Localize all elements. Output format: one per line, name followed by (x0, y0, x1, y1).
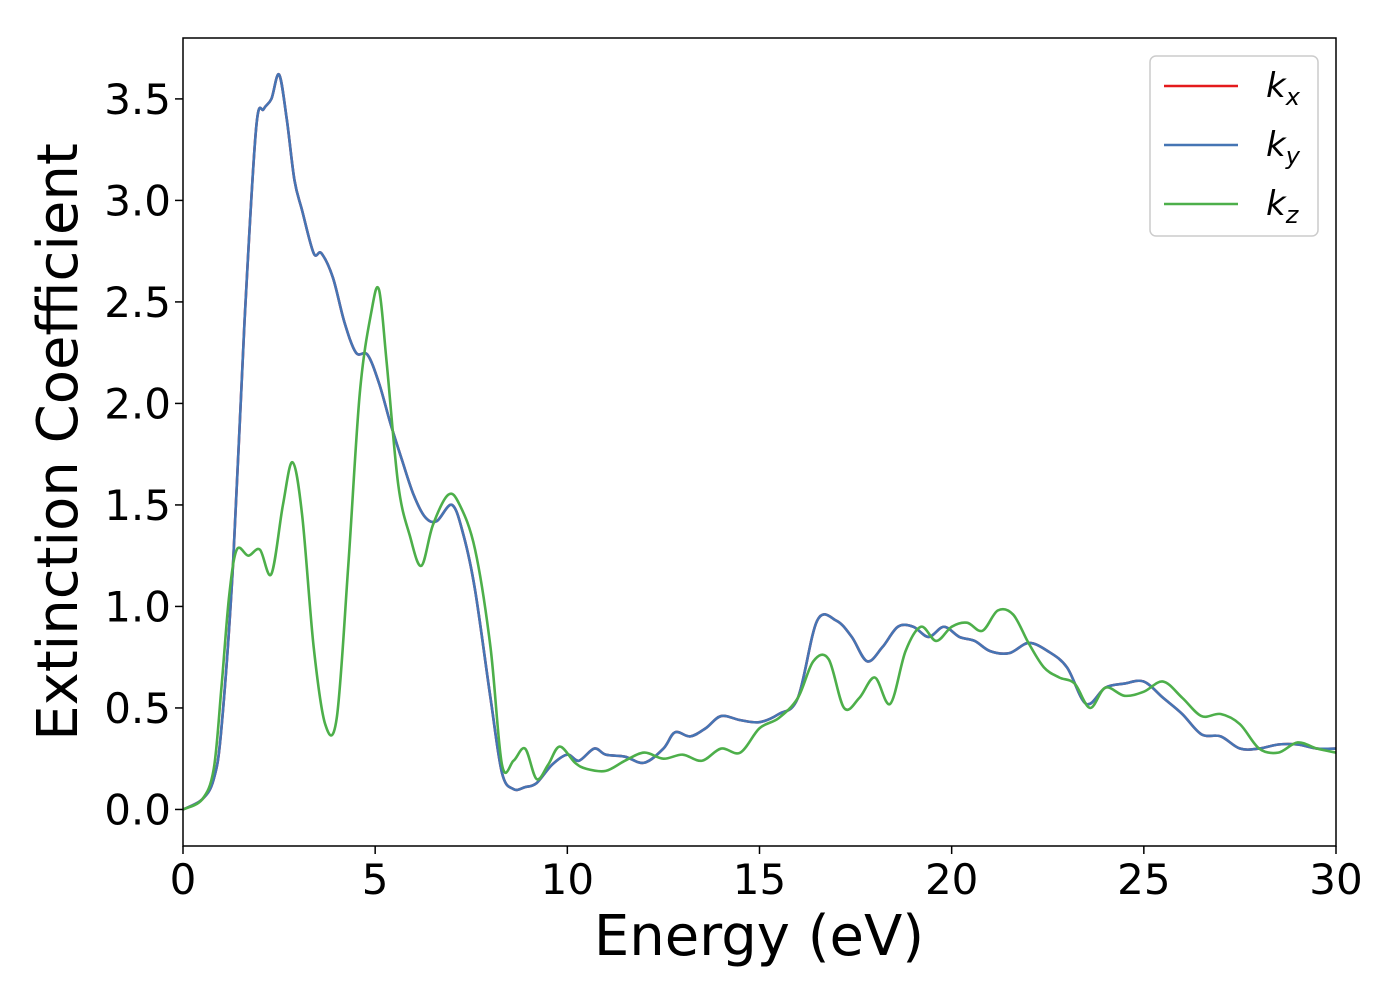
x-tick-label: 15 (733, 855, 786, 904)
series-line-kz (183, 285, 1336, 811)
y-tick-label: 3.5 (104, 75, 171, 124)
y-tick-label: 1.0 (104, 582, 171, 631)
y-tick-label: 2.0 (104, 379, 171, 428)
series-layer (183, 73, 1336, 811)
x-axis-title: Energy (eV) (594, 904, 924, 969)
x-tick-label: 0 (170, 855, 197, 904)
x-tick-label: 5 (362, 855, 389, 904)
y-tick-label: 0.5 (104, 684, 171, 733)
y-tick-label: 1.5 (104, 481, 171, 530)
x-tick-label: 10 (541, 855, 594, 904)
x-tick-label: 20 (925, 855, 978, 904)
y-tick-label: 2.5 (104, 278, 171, 327)
y-tick-label: 3.0 (104, 176, 171, 225)
y-axis-title: Extinction Coefficient (26, 143, 91, 741)
y-tick-label: 0.0 (104, 785, 171, 834)
x-tick-label: 30 (1309, 855, 1362, 904)
x-axis: 0 5 10 15 20 25 30 (170, 846, 1363, 904)
y-axis: 0.0 0.5 1.0 1.5 2.0 2.5 3.0 3.5 (104, 75, 183, 834)
x-tick-label: 25 (1117, 855, 1170, 904)
